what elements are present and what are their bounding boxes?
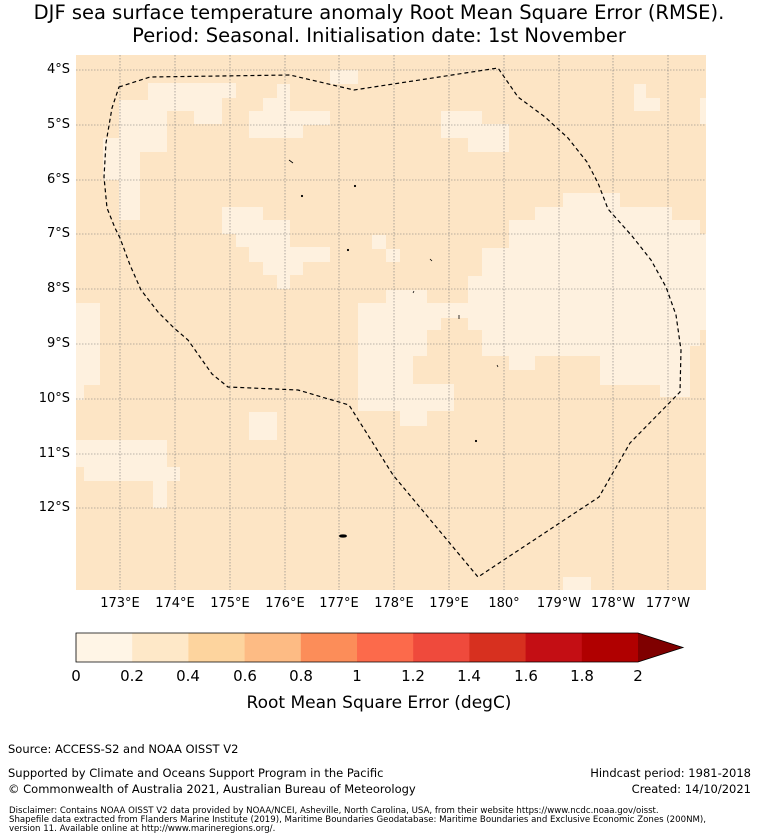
patch-south-east: [563, 577, 591, 590]
colorbar-tick: 1.6: [514, 667, 538, 685]
lat-label: 10°S: [38, 391, 70, 406]
colorbar-tick: 2: [633, 667, 643, 685]
lon-label: 177°W: [645, 596, 691, 611]
lat-label: 6°S: [46, 172, 70, 187]
patch-south-west: [76, 440, 180, 508]
island: [346, 248, 350, 252]
island: [429, 258, 433, 262]
lon-label: 177°E: [319, 596, 359, 611]
island: [339, 534, 347, 538]
patch-centre-dots: [372, 235, 400, 262]
lat-label: 5°S: [46, 117, 70, 132]
patch-north-east: [441, 111, 509, 152]
colorbar-segment: [188, 633, 246, 662]
hindcast-period: Hindcast period: 1981-2018: [590, 766, 751, 780]
colorbar-label: Root Mean Square Error (degC): [246, 693, 512, 713]
colorbar-segment: [244, 633, 302, 662]
rmse-map: [76, 55, 706, 590]
patch-west-mid: [76, 303, 100, 400]
colorbar-tick: 0.6: [233, 667, 257, 685]
lat-label: 8°S: [46, 281, 70, 296]
colorbar-segment: [413, 633, 470, 662]
islands: [288, 159, 499, 538]
colorbar-segment: [469, 633, 527, 662]
created-date: Created: 14/10/2021: [631, 782, 751, 796]
lon-label: 180°: [488, 596, 520, 611]
lon-label: 178°E: [374, 596, 414, 611]
colorbar-segment: [581, 633, 639, 662]
patch-east-large: [358, 193, 706, 426]
map-title-line-2: Period: Seasonal. Initialisation date: 1…: [132, 24, 626, 47]
lon-label: 176°E: [265, 596, 305, 611]
island: [474, 439, 478, 443]
colorbar-tick: 1: [352, 667, 362, 685]
patch-far-north-east: [634, 84, 706, 124]
disclaimer-line-1: Disclaimer: Contains NOAA OISST V2 data …: [9, 806, 659, 816]
graticule: [76, 55, 706, 590]
lon-label: 178°W: [590, 596, 636, 611]
colorbar-segment: [525, 633, 583, 662]
lon-label: 175°E: [210, 596, 250, 611]
island: [496, 364, 499, 368]
colorbar-tick: 0.2: [120, 667, 144, 685]
colorbar-segment: [132, 633, 189, 662]
colorbar: [75, 632, 685, 663]
island: [412, 290, 415, 294]
island: [353, 184, 357, 188]
colorbar-tick: 0.4: [176, 667, 200, 685]
colorbar-tick: 1.8: [570, 667, 594, 685]
colorbar-segment: [357, 633, 414, 662]
lon-label: 179°E: [429, 596, 469, 611]
colorbar-tick: 0.8: [289, 667, 313, 685]
patch-centre-west: [222, 207, 330, 289]
island: [288, 159, 294, 164]
source-text: Source: ACCESS-S2 and NOAA OISST V2: [8, 742, 239, 756]
patch-north-top: [330, 70, 358, 84]
island: [300, 194, 304, 198]
lat-label: 12°S: [38, 500, 70, 515]
patch-centre-south: [249, 412, 277, 440]
lat-label: 4°S: [46, 62, 70, 77]
colorbar-tick: 1.2: [401, 667, 425, 685]
colorbar-segments: [76, 633, 639, 662]
low-rmse-patches: [76, 70, 706, 590]
disclaimer-line-2: Shapefile data extracted from Flanders M…: [9, 815, 706, 825]
colorbar-extend-arrow: [638, 633, 683, 662]
map-title-line-1: DJF sea surface temperature anomaly Root…: [33, 1, 725, 24]
colorbar-outline: [75, 632, 685, 663]
copyright-text: © Commonwealth of Australia 2021, Austra…: [8, 782, 416, 796]
patch-north-centre: [249, 84, 330, 138]
colorbar-tick: 0: [71, 667, 81, 685]
colorbar-segment: [300, 633, 358, 662]
lon-label: 173°E: [100, 596, 140, 611]
support-text: Supported by Climate and Oceans Support …: [8, 766, 384, 780]
eez-boundary: [103, 67, 682, 578]
lon-label: 174°E: [155, 596, 195, 611]
lon-label: 179°W: [536, 596, 582, 611]
disclaimer-line-3: version 11. Available online at http://w…: [9, 824, 276, 834]
colorbar-segment: [76, 633, 133, 662]
lat-label: 11°S: [38, 446, 70, 461]
patch-north-west: [103, 83, 236, 220]
lat-label: 7°S: [46, 226, 70, 241]
colorbar-tick: 1.4: [457, 667, 481, 685]
lat-label: 9°S: [46, 336, 70, 351]
